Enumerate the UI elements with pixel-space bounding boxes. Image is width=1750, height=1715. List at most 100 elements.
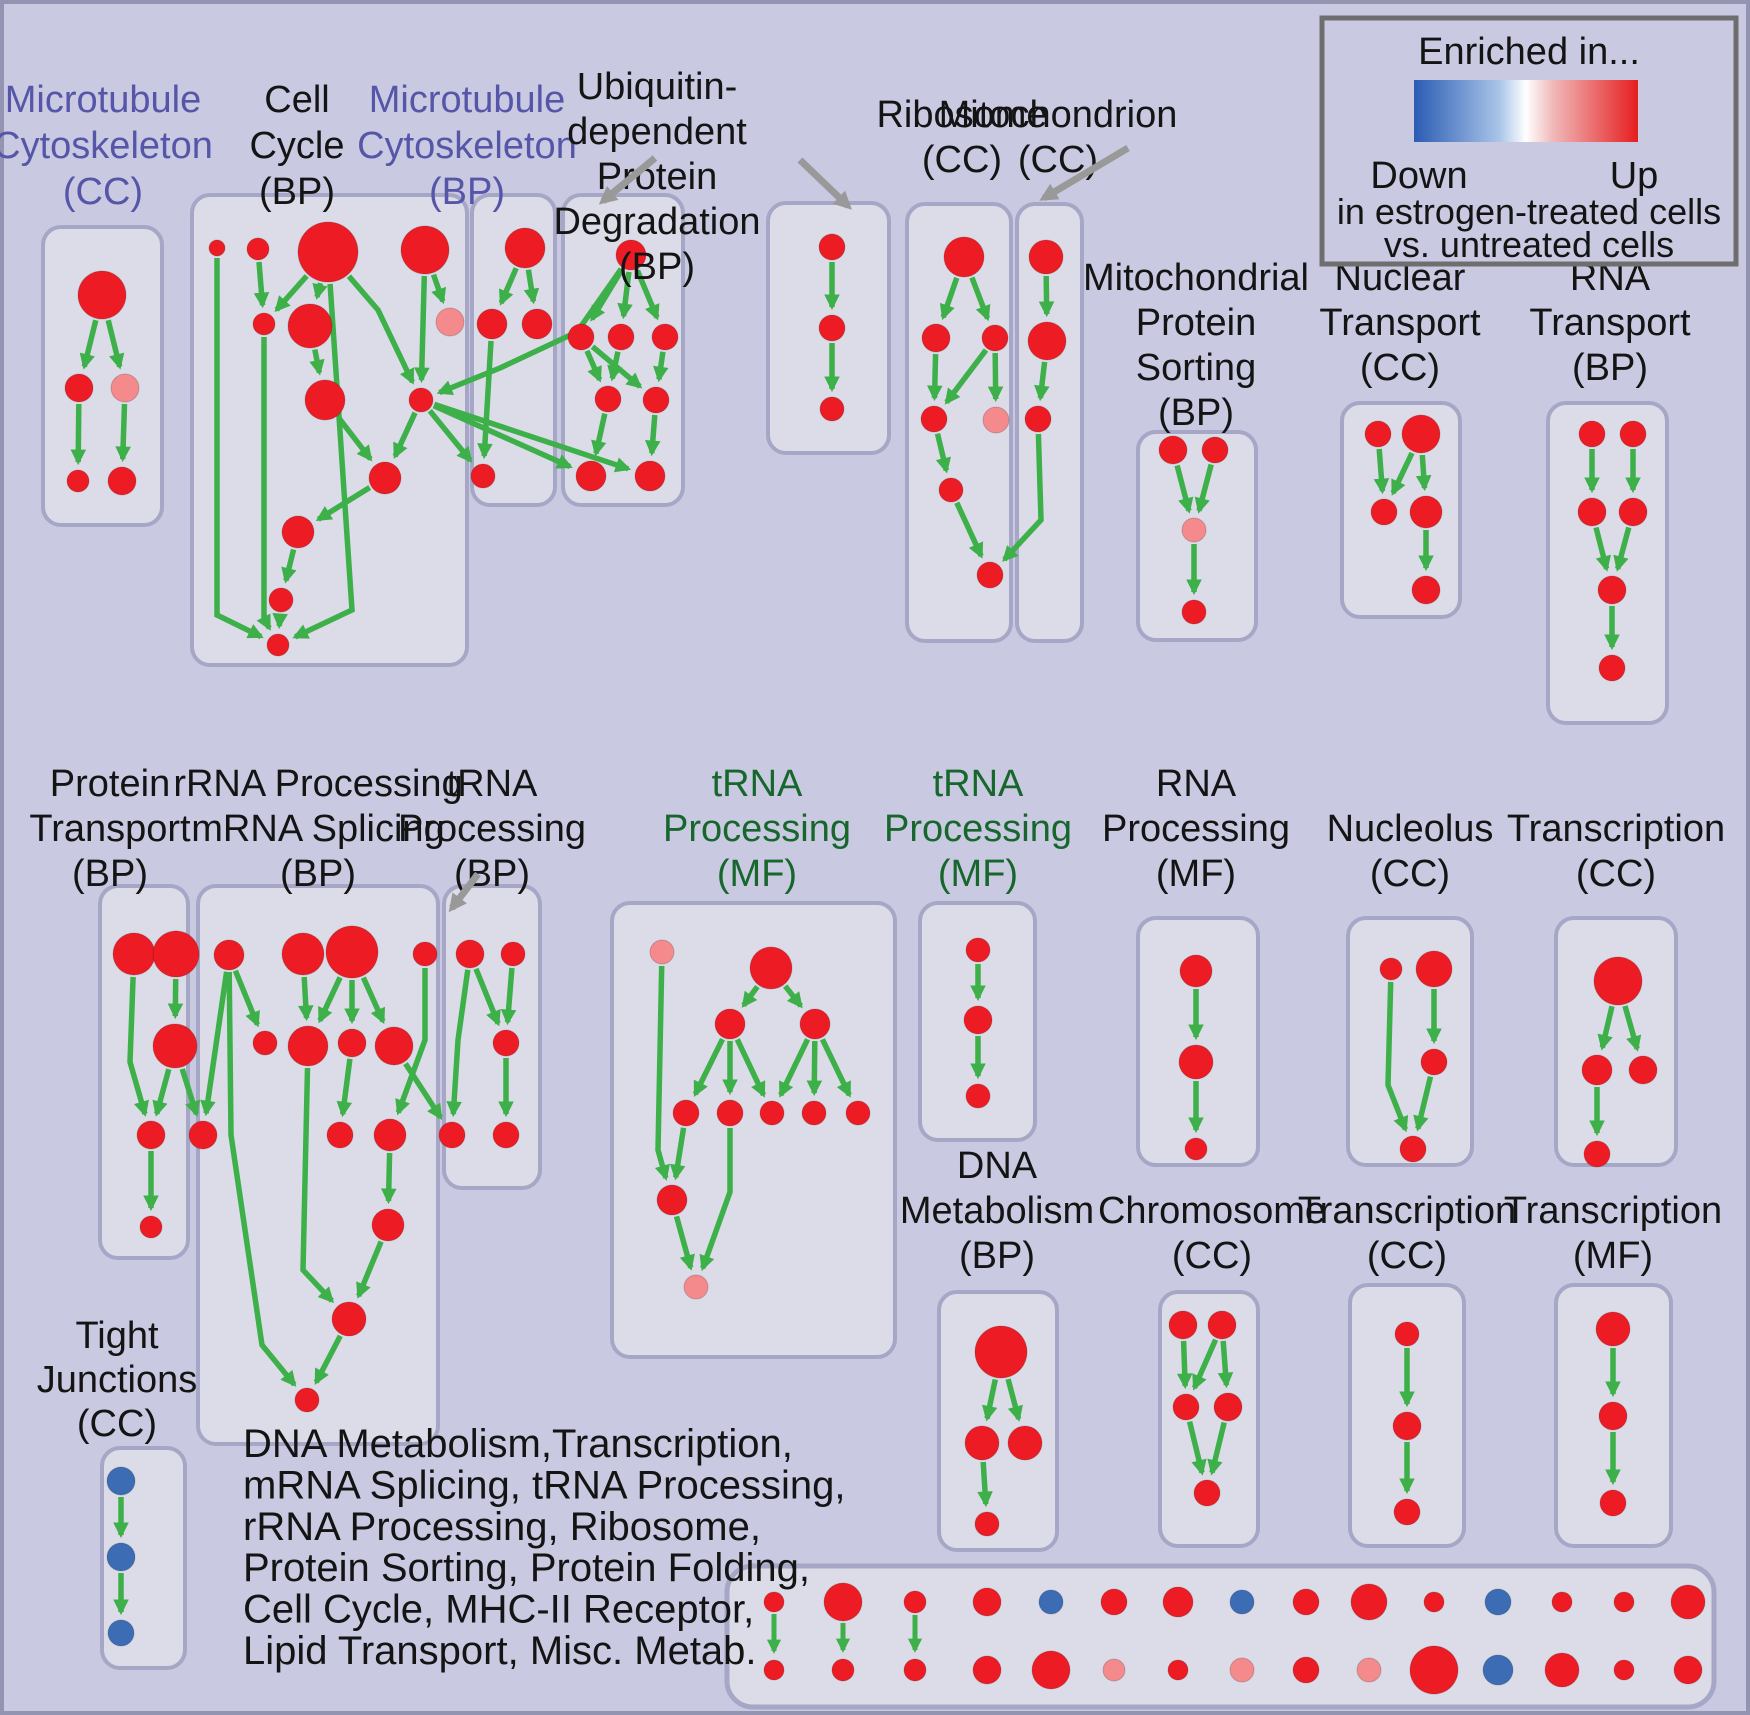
node-ubl-d3 — [607, 323, 635, 351]
node-trmf1-m8 — [801, 1100, 827, 1126]
edge — [360, 976, 386, 1025]
node-mit-g2 — [1027, 321, 1067, 361]
legend-gradient-bar — [1414, 80, 1638, 142]
cluster-label-trcc2-line1: (CC) — [1367, 1235, 1447, 1277]
node-mtbp-c2 — [476, 308, 508, 340]
node-cc-b3 — [297, 221, 359, 283]
cluster-box-nucl — [1346, 916, 1474, 1167]
node-pt-p4 — [136, 1120, 166, 1150]
edge — [977, 1461, 993, 1508]
edge — [934, 432, 951, 474]
edge — [432, 403, 573, 470]
edge — [1217, 1340, 1234, 1389]
summary-node-top-6 — [1162, 1586, 1194, 1618]
node-rrna-r2 — [281, 932, 325, 976]
edge — [298, 976, 314, 1022]
node-trmf1-m3 — [714, 1008, 746, 1040]
edge — [214, 258, 264, 640]
cluster-label-chr-line0: Chromosome — [1098, 1190, 1326, 1232]
cluster-label-trmf3-line0: Transcription — [1504, 1190, 1722, 1232]
node-nuct-i1 — [1364, 420, 1392, 448]
summary-node-top-9 — [1350, 1583, 1388, 1621]
node-ubl-d7 — [575, 460, 607, 492]
node-ubl-d6 — [642, 386, 670, 414]
footnote-line-4: Cell Cycle, MHC-II Receptor, — [243, 1588, 754, 1632]
edge — [1176, 1340, 1193, 1390]
legend-up-label: Up — [1610, 155, 1659, 197]
node-rrna-r13 — [294, 1387, 320, 1413]
edge — [346, 274, 415, 385]
node-trmf3-z1 — [1595, 1311, 1631, 1347]
legend-title: Enriched in... — [1418, 31, 1640, 73]
node-nucl-u1 — [1379, 957, 1403, 981]
node-mit-g3 — [1024, 405, 1052, 433]
node-nuct-i4 — [1409, 495, 1443, 529]
node-rrna-r10 — [373, 1118, 407, 1152]
node-rrna-r6 — [287, 1025, 329, 1067]
edge — [179, 1068, 201, 1117]
node-cc-b10 — [368, 461, 402, 495]
node-pt-p5 — [139, 1215, 163, 1239]
edge — [692, 1037, 725, 1097]
edge — [414, 275, 430, 384]
cluster-label-mtcc-line0: Microtubule — [5, 79, 201, 121]
node-mtcc-a5 — [107, 466, 137, 496]
cluster-box-mtbp — [470, 193, 557, 507]
edges-layer — [70, 258, 1642, 1654]
node-nucl-u2 — [1415, 950, 1453, 988]
cluster-label-mtbp-line0: Microtubule — [369, 79, 565, 121]
edge — [392, 411, 418, 460]
node-trmf1-m9 — [845, 1100, 871, 1126]
edge — [356, 1240, 384, 1299]
cluster-label-rpmf-line0: RNA — [1156, 763, 1237, 805]
cluster-label-cc-line2: (BP) — [259, 171, 335, 213]
edge — [590, 344, 643, 389]
node-rrna-r1 — [213, 939, 245, 971]
node-chr-x5 — [1193, 1479, 1221, 1507]
summary-node-top-1 — [823, 1582, 863, 1622]
cluster-box-dnam — [937, 1290, 1059, 1552]
edge — [954, 501, 984, 559]
edge — [1005, 1378, 1023, 1422]
summary-node-top-4 — [1038, 1589, 1064, 1615]
node-cc-b1 — [208, 239, 226, 257]
cluster-box-trcc1 — [1554, 916, 1678, 1167]
edge — [317, 976, 343, 1024]
edge — [783, 984, 803, 1009]
summary-node-top-12 — [1551, 1591, 1573, 1613]
edge — [281, 548, 297, 584]
edge — [152, 1068, 172, 1117]
node-cc-b2 — [246, 237, 270, 261]
node-rib-f4 — [920, 405, 948, 433]
edge — [477, 340, 494, 460]
node-rrna-r11 — [371, 1208, 405, 1242]
node-ubl-d4 — [651, 323, 679, 351]
node-rnat-j3 — [1577, 497, 1607, 527]
node-rpmf-q3 — [1184, 1137, 1208, 1161]
cluster-label-trmf2-line2: (MF) — [938, 853, 1018, 895]
node-trbp-t2 — [500, 941, 526, 967]
edge — [380, 1152, 397, 1205]
summary-node-top-7 — [1229, 1589, 1255, 1615]
nodes-layer — [64, 221, 1706, 1695]
edge — [427, 409, 473, 463]
cluster-label-mtcc-line2: (CC) — [63, 171, 143, 213]
edge — [336, 1058, 353, 1118]
cluster-label-mps-line1: Protein — [1136, 302, 1256, 344]
cluster-label-rib-line1: (CC) — [922, 139, 1002, 181]
node-nucl-u3 — [1420, 1048, 1448, 1076]
node-rrna-r8 — [374, 1026, 414, 1066]
node-tj-k1 — [106, 1466, 136, 1496]
node-ubl-d8 — [634, 460, 666, 492]
edge — [939, 276, 960, 321]
node-mtbp-c3 — [521, 308, 553, 340]
cluster-label-nuct-line2: (CC) — [1360, 347, 1440, 389]
node-chr-x3 — [1172, 1393, 1200, 1421]
edge — [200, 971, 230, 1117]
node-rpmf-q1 — [1179, 954, 1213, 988]
edge — [313, 1334, 343, 1385]
edge — [591, 413, 608, 457]
labels-layer: MicrotubuleCytoskeleton(CC)CellCycle(BP)… — [0, 66, 1725, 1673]
